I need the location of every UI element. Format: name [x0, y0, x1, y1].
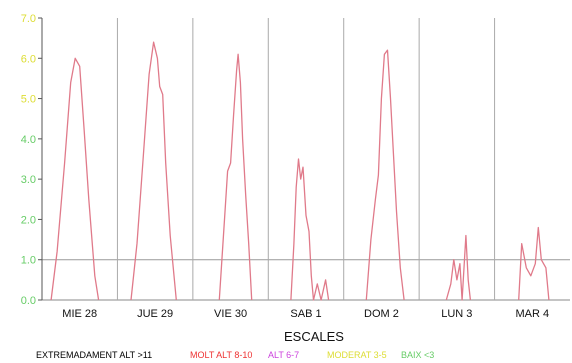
x-tick-label: MIE 28 — [62, 308, 97, 320]
grid-layer — [42, 18, 570, 301]
y-tick-label: 7.0 — [21, 13, 36, 25]
uv-series — [50, 41, 550, 301]
legend-entry: ALT 6-7 — [268, 350, 299, 360]
y-tick-label: 1.0 — [21, 255, 36, 267]
uv-line-day — [130, 41, 177, 301]
y-tick-label: 4.0 — [21, 134, 36, 146]
legend-entry: EXTREMADAMENT ALT >11 — [36, 350, 152, 360]
legend-entry: MODERAT 3-5 — [327, 350, 387, 360]
x-tick-label: MAR 4 — [515, 308, 549, 320]
y-tick-label: 3.0 — [21, 174, 36, 186]
uv-line-day — [445, 234, 472, 301]
legend-entry: MOLT ALT 8-10 — [190, 350, 252, 360]
y-tick-label: 6.0 — [21, 53, 36, 65]
x-axis: MIE 28 JUE 29 VIE 30 SAB 1 DOM 2 LUN 3 MAR 4 — [62, 308, 549, 320]
y-tick-label: 5.0 — [21, 94, 36, 106]
x-tick-label: VIE 30 — [214, 308, 247, 320]
legend-entry: BAIX <3 — [401, 350, 434, 360]
x-tick-label: SAB 1 — [290, 308, 321, 320]
uv-line-day — [518, 226, 550, 301]
x-axis-title: ESCALES — [284, 329, 344, 344]
uv-line-day — [218, 53, 253, 301]
uv-line-day — [365, 49, 405, 301]
legend: EXTREMADAMENT ALT >11 MOLT ALT 8-10 ALT 6-… — [36, 350, 434, 360]
y-tick-label: 0.0 — [21, 295, 36, 307]
x-tick-label: DOM 2 — [364, 308, 399, 320]
y-axis: 0.0 1.0 2.0 3.0 4.0 5.0 6.0 7.0 — [21, 13, 43, 307]
uv-line-day — [50, 57, 100, 301]
y-tick-label: 2.0 — [21, 214, 36, 226]
x-tick-label: JUE 29 — [137, 308, 173, 320]
x-tick-label: LUN 3 — [441, 308, 472, 320]
uv-line-day — [290, 158, 330, 301]
